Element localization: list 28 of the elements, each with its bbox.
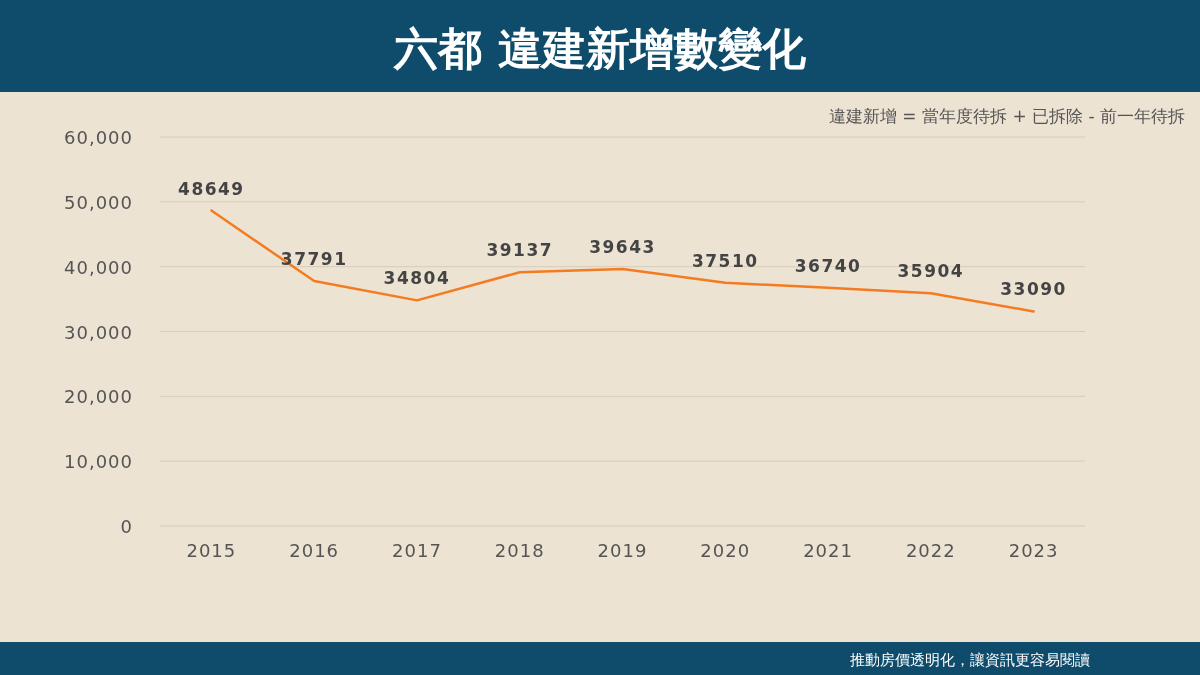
y-tick-label: 30,000: [64, 321, 133, 343]
y-tick-label: 40,000: [64, 256, 133, 278]
data-label: 36740: [794, 255, 862, 276]
data-label: 39643: [589, 236, 656, 257]
y-tick-label: 10,000: [64, 451, 133, 473]
x-tick-label: 2017: [392, 540, 442, 561]
x-tick-label: 2016: [289, 540, 340, 561]
x-tick-label: 2022: [905, 540, 956, 561]
data-label: 37791: [280, 248, 348, 269]
x-tick-label: 2021: [803, 540, 853, 561]
y-tick-label: 20,000: [64, 386, 133, 408]
data-label: 35904: [897, 261, 965, 282]
y-tick-label: 50,000: [64, 191, 133, 213]
data-label: 37510: [691, 250, 759, 271]
chart-title: 六都 違建新增數變化: [393, 23, 807, 74]
data-label: 39137: [486, 240, 554, 261]
x-tick-label: 2019: [597, 540, 648, 561]
x-tick-label: 2015: [186, 540, 237, 561]
data-label: 34804: [383, 268, 451, 289]
y-tick-label: 0: [120, 516, 133, 537]
y-tick-label: 60,000: [64, 127, 133, 148]
x-tick-label: 2020: [700, 540, 751, 561]
chart-subtitle: 違建新增 = 當年度待拆 + 已拆除 - 前一年待拆: [828, 106, 1185, 126]
text: 推動房價透明化，讓資訊更容易閱讀: [850, 651, 1090, 669]
x-tick-label: 2018: [494, 540, 545, 561]
data-label: 48649: [178, 178, 245, 199]
data-label: 33090: [1000, 279, 1067, 300]
x-tick-label: 2023: [1008, 540, 1059, 561]
